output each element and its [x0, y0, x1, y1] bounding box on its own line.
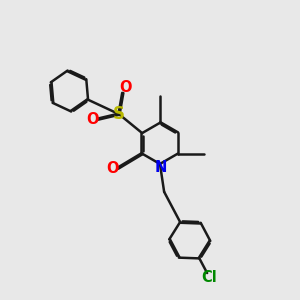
Text: S: S	[113, 104, 125, 122]
Text: O: O	[119, 80, 132, 95]
Text: O: O	[86, 112, 98, 127]
Text: Cl: Cl	[201, 269, 217, 284]
Text: O: O	[107, 161, 119, 176]
Text: N: N	[154, 160, 167, 175]
